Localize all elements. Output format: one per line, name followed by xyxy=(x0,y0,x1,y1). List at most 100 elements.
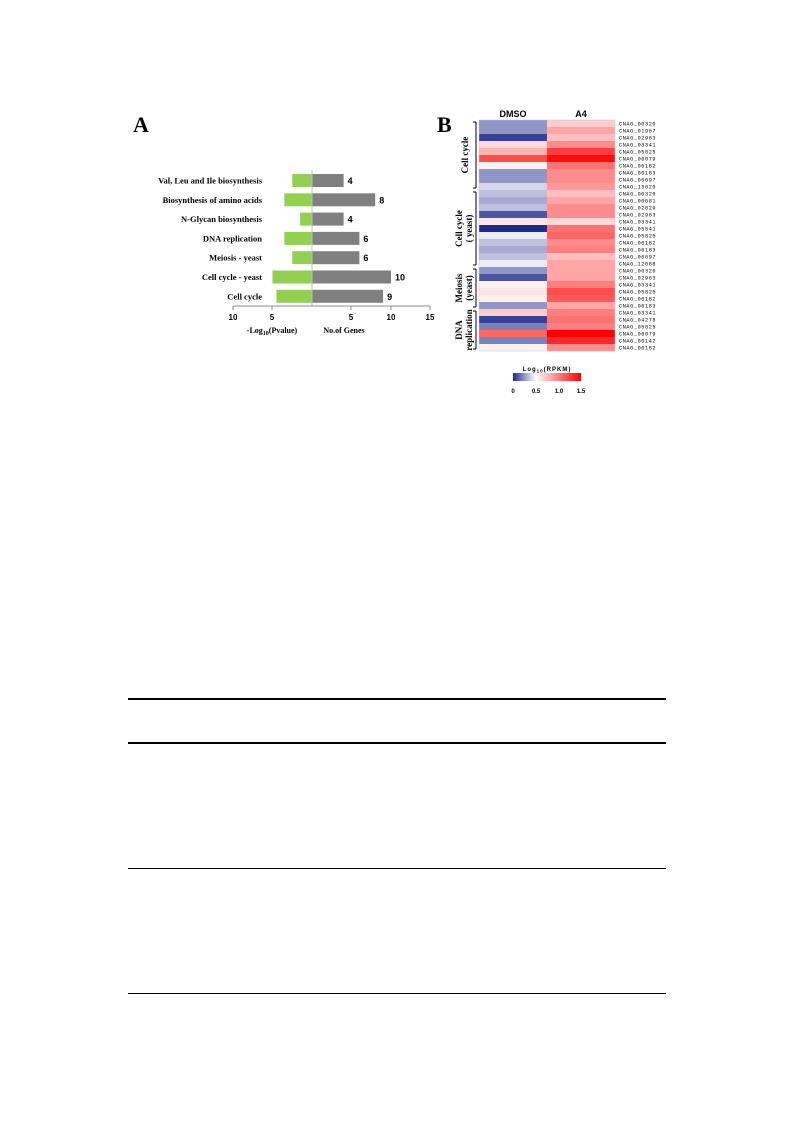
heatmap-cell xyxy=(547,239,615,247)
heatmap-cell xyxy=(479,162,547,170)
heatmap-cell xyxy=(547,120,615,128)
heatmap-cell xyxy=(479,309,547,317)
gene-label: CNAG_01967 xyxy=(619,129,656,135)
heatmap-cell xyxy=(547,211,615,219)
heatmap-cell xyxy=(479,169,547,177)
gene-label: CNAG_06182 xyxy=(619,346,656,352)
group-bracket xyxy=(473,268,477,308)
gene-label: CNAG_02963 xyxy=(619,213,656,219)
gene-count-label: 6 xyxy=(363,253,368,263)
category-label: Biosynthesis of amino acids xyxy=(163,195,263,205)
heatmap-cell xyxy=(479,344,547,352)
heatmap-gene-labels: CNAG_00320CNAG_01967CNAG_02963CNAG_03341… xyxy=(619,122,656,352)
heatmap-cell xyxy=(479,330,547,338)
table-top-rule xyxy=(128,698,666,700)
heatmap-cell xyxy=(547,267,615,275)
heatmap-cell xyxy=(479,232,547,240)
heatmap-cell xyxy=(547,127,615,135)
heatmap-cell xyxy=(479,253,547,261)
heatmap-cell xyxy=(547,183,615,191)
heatmap-cell xyxy=(547,316,615,324)
heatmap-cell xyxy=(479,134,547,142)
heatmap-cell xyxy=(547,246,615,254)
heatmap-group-brackets: Cell cycle Cell cycle( yeast) Meiosis(yeas… xyxy=(454,121,477,351)
gene-label: CNAG_05825 xyxy=(619,325,656,331)
panel-a-label: A xyxy=(133,112,149,137)
heatmap-legend: Log10(RPKM) 0 0.5 1.0 1.5 xyxy=(511,367,586,395)
gene-count-bar xyxy=(312,251,360,265)
group-bracket xyxy=(473,121,477,189)
heatmap-cell xyxy=(547,190,615,198)
heatmap-cell xyxy=(479,176,547,184)
gene-count-label: 8 xyxy=(379,195,384,205)
heatmap-cell xyxy=(547,337,615,345)
gene-label: CNAG_05825 xyxy=(619,234,656,240)
heatmap-cell xyxy=(547,218,615,226)
heatmap-cell xyxy=(479,239,547,247)
heatmap-cell xyxy=(479,190,547,198)
group-label: DNAreplication xyxy=(454,309,474,350)
axis-tick-label: 10 xyxy=(229,313,238,322)
axis-tick-label: 5 xyxy=(270,313,275,322)
gene-label: CNAG_02963 xyxy=(619,136,656,142)
heatmap-col-a4: A4 xyxy=(575,109,587,119)
heatmap-cell xyxy=(479,274,547,282)
gene-label: CNAG_05541 xyxy=(619,227,656,233)
heatmap-cell xyxy=(547,295,615,303)
heatmap-cell xyxy=(479,148,547,156)
heatmap-cell xyxy=(547,330,615,338)
legend-tick-label: 1.0 xyxy=(555,389,564,395)
panel-a-category-labels: Val, Leu and Ile biosynthesis Biosynthesi… xyxy=(158,176,263,302)
heatmap-cell xyxy=(547,260,615,268)
panel-a-xlabel-right: No.of Genes xyxy=(323,326,364,335)
heatmap-cell xyxy=(547,141,615,149)
heatmap-cell xyxy=(547,302,615,310)
gene-count-bar xyxy=(312,193,376,207)
gene-count-label: 4 xyxy=(348,176,353,186)
group-bracket xyxy=(473,191,477,266)
legend-title: Log10(RPKM) xyxy=(523,367,572,374)
heatmap-cell xyxy=(547,253,615,261)
gene-label: CNAG_05825 xyxy=(619,290,656,296)
group-label: Meiosis(yeast) xyxy=(454,273,474,302)
heatmap-cell xyxy=(479,155,547,163)
heatmap-cell xyxy=(547,134,615,142)
heatmap-cell xyxy=(479,260,547,268)
category-label: Cell cycle - yeast xyxy=(202,272,262,282)
gene-label: CNAG_06697 xyxy=(619,178,656,184)
gene-label: CNAG_02829 xyxy=(619,206,656,212)
group-label: Cell cycle xyxy=(460,137,470,174)
table-header-rule xyxy=(128,742,666,744)
gene-label: CNAG_00681 xyxy=(619,199,656,205)
pvalue-bar xyxy=(276,289,312,303)
heatmap-cell xyxy=(547,281,615,289)
heatmap-cell xyxy=(479,288,547,296)
axis-tick-label: 5 xyxy=(349,313,354,322)
gene-label: CNAG_00320 xyxy=(619,122,656,128)
panel-a-ticks: 10 5 5 10 15 xyxy=(229,306,435,322)
heatmap-cell xyxy=(547,323,615,331)
panel-b-label: B xyxy=(437,112,452,137)
heatmap-cell xyxy=(479,337,547,345)
heatmap-cell xyxy=(547,225,615,233)
gene-label: CNAG_00320 xyxy=(619,192,656,198)
heatmap-cell xyxy=(479,127,547,135)
pvalue-bar xyxy=(300,212,312,226)
gene-label: CNAG_02963 xyxy=(619,276,656,282)
heatmap-cell xyxy=(547,232,615,240)
axis-tick-label: 10 xyxy=(387,313,396,322)
gene-count-label: 10 xyxy=(395,273,405,283)
gene-label: CNAG_13020 xyxy=(619,185,656,191)
heatmap-cell xyxy=(547,162,615,170)
gene-count-bar xyxy=(312,212,344,226)
heatmap-cell xyxy=(479,316,547,324)
heatmap-cell xyxy=(547,288,615,296)
gene-label: CNAG_06697 xyxy=(619,255,656,261)
gene-label: CNAG_06079 xyxy=(619,157,656,163)
gene-label: CNAG_03341 xyxy=(619,220,656,226)
heatmap-cell xyxy=(547,148,615,156)
heatmap-cell xyxy=(547,197,615,205)
group-bracket xyxy=(473,310,477,350)
heatmap-cell xyxy=(479,204,547,212)
legend-tick-label: 0.5 xyxy=(532,389,541,395)
